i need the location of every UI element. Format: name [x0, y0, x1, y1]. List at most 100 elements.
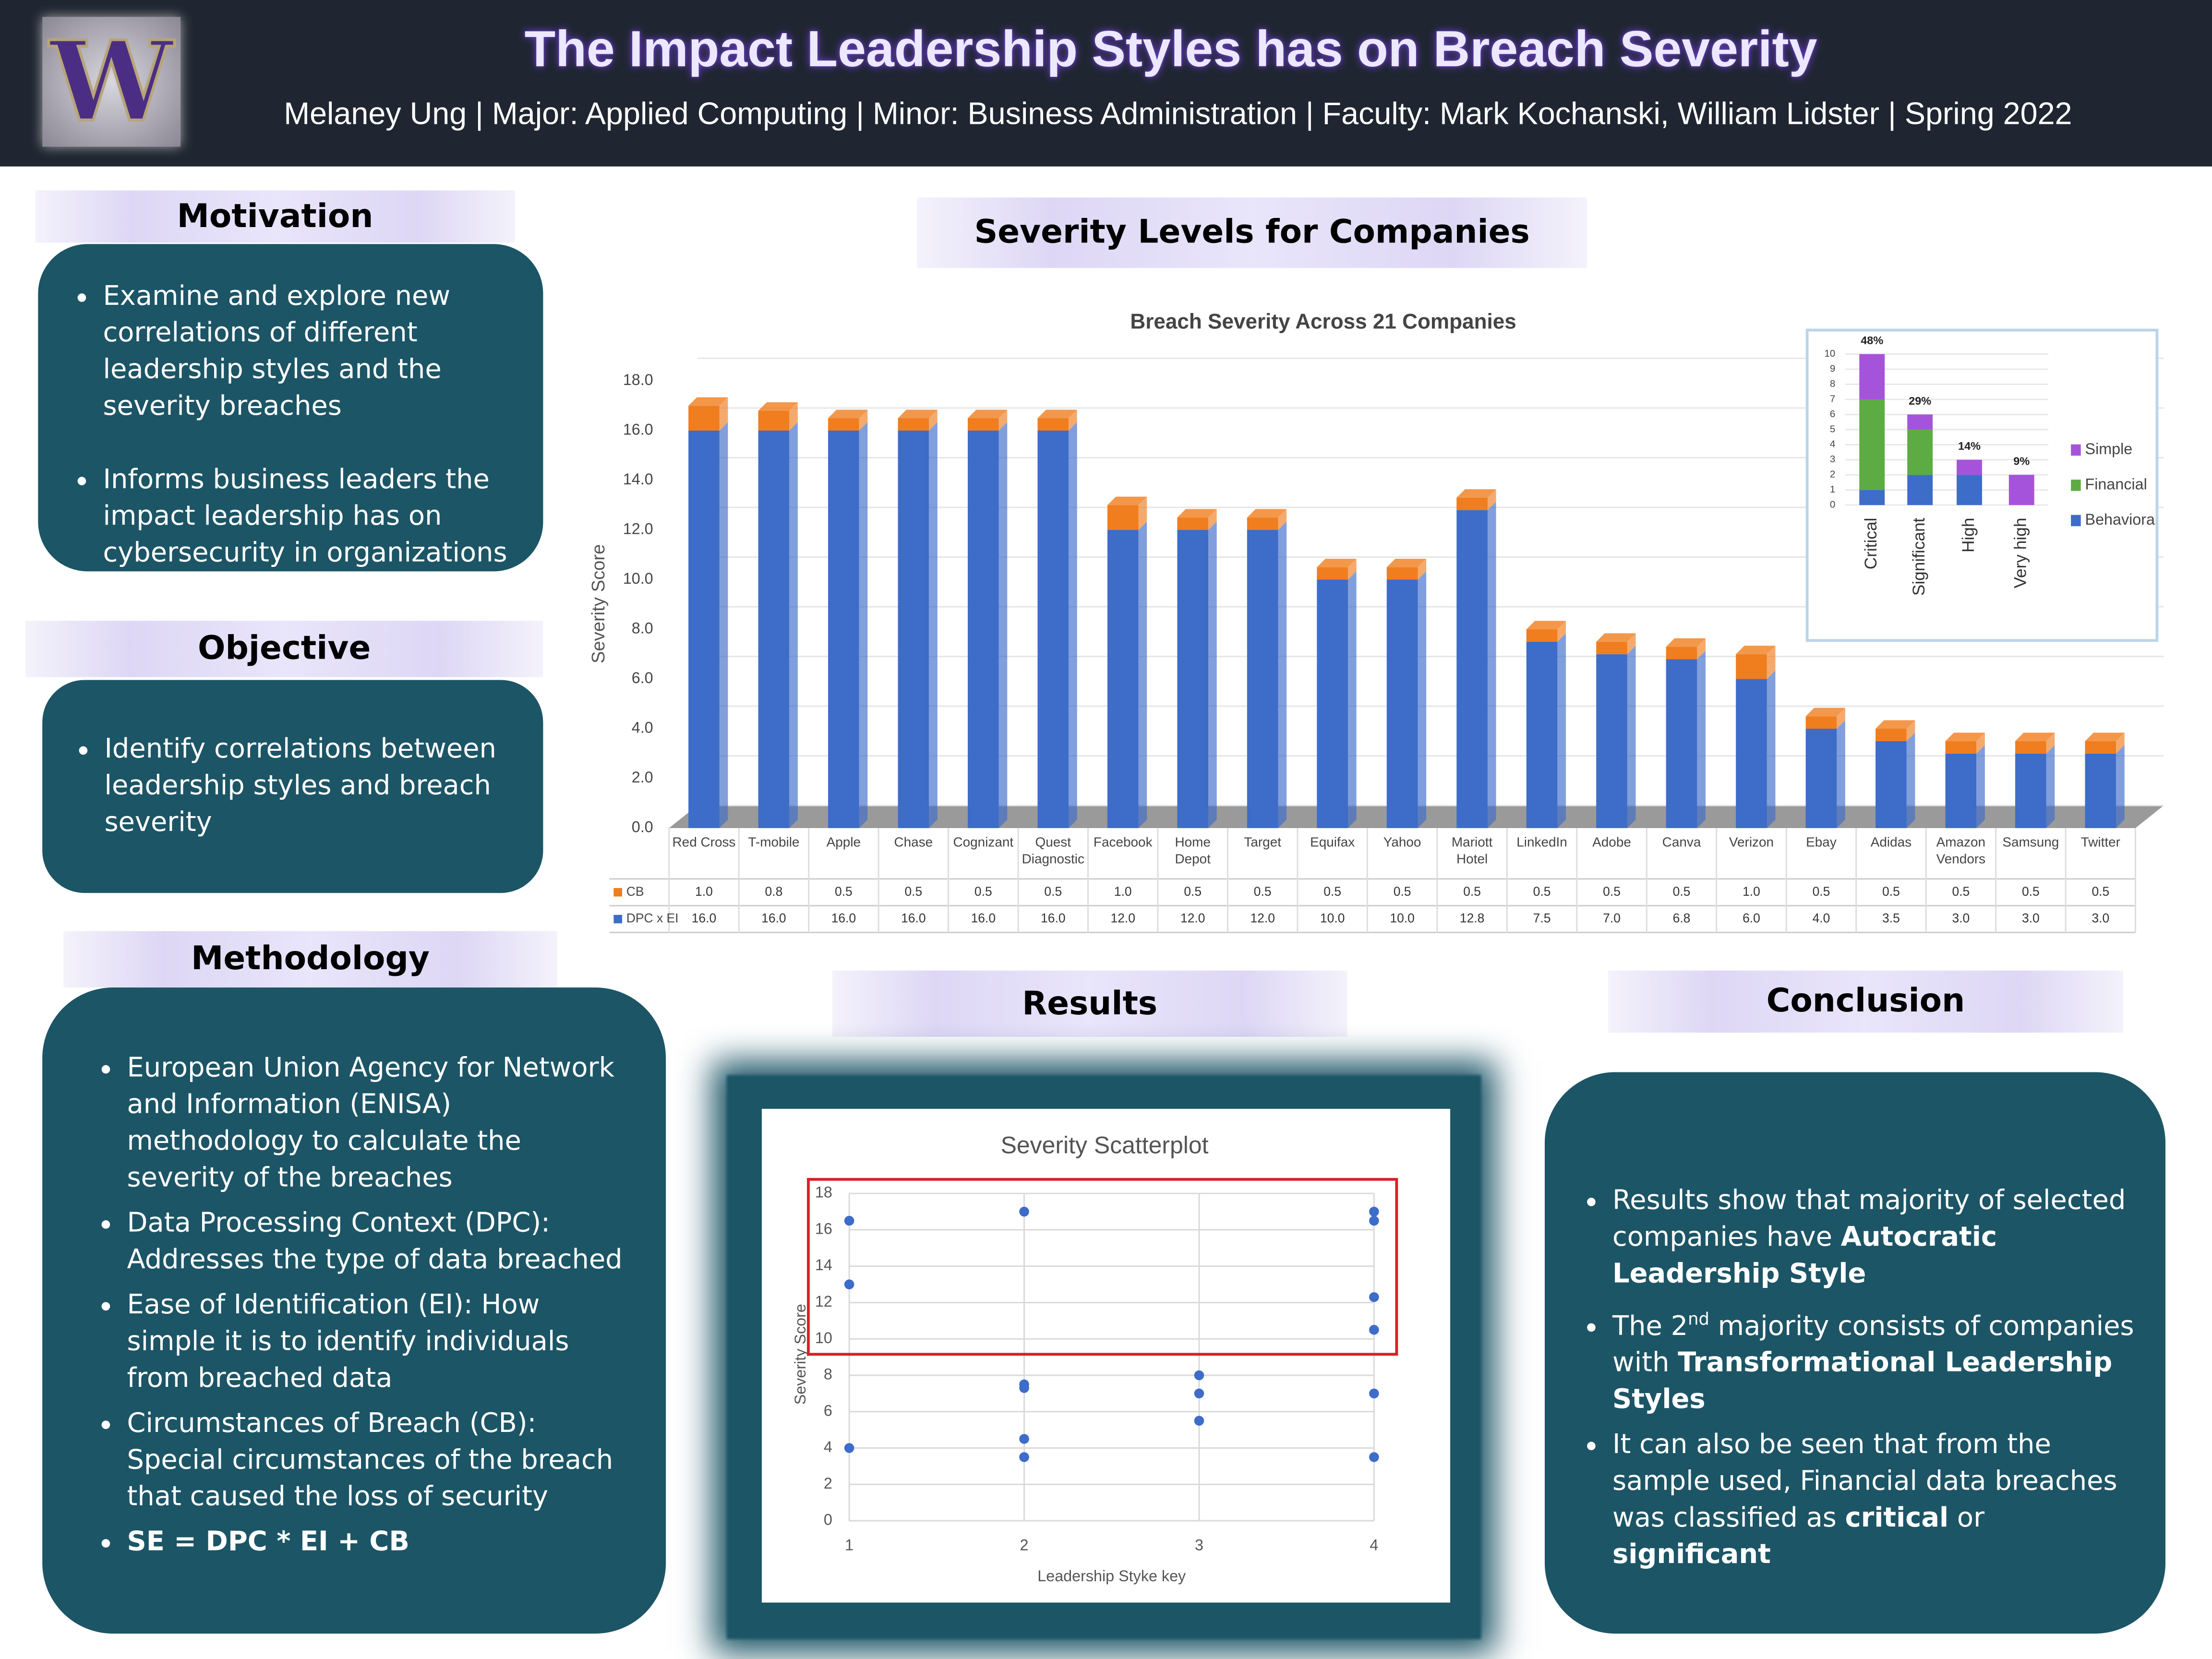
bar-segment — [1875, 729, 1907, 741]
x-tick-label: Ebay — [1806, 835, 1837, 851]
inset-chart: 0 1 2 3 4 5 6 7 8 9 10 48% Critical 29% Significant 14%… — [1805, 328, 2159, 642]
bar-top — [1875, 720, 1915, 729]
bar-side — [1418, 559, 1427, 580]
table-value: 16.0 — [971, 911, 996, 926]
bar-top — [898, 409, 938, 419]
table-value: 0.5 — [904, 884, 922, 899]
table-value: 6.0 — [1743, 911, 1760, 926]
bar-segment — [1526, 629, 1558, 642]
y-tick-label: 9 — [1830, 363, 1835, 374]
bar-side — [2116, 733, 2125, 754]
x-tick-label: Chase — [894, 835, 933, 851]
x-tick-label: Equifax — [1310, 835, 1355, 851]
x-tick-label: Apple — [826, 835, 861, 851]
table-value: 16.0 — [692, 911, 716, 926]
bar-side — [1138, 496, 1147, 530]
point — [1019, 1452, 1029, 1462]
x-tick-label: Facebook — [1093, 835, 1153, 851]
x-tick-label: Critical — [1862, 518, 1880, 570]
bar-side — [998, 422, 1008, 829]
text-run: majority consists of companies with — [1612, 1311, 2134, 1379]
bar-segment — [1957, 459, 1982, 475]
table-value: 16.0 — [1041, 911, 1065, 926]
legend-label: Behavioral — [2085, 511, 2156, 528]
y-tick-label: 12 — [815, 1293, 832, 1310]
chart-svg: Breach Severity Across 21 Companies Sever… — [588, 310, 2164, 934]
table-value: 12.0 — [1111, 911, 1135, 926]
section-heading: Conclusion — [1608, 970, 2123, 1033]
bar-segment — [1805, 729, 1837, 829]
bar-segment — [898, 418, 929, 431]
bar-top — [1805, 708, 1845, 717]
section-heading: Methodology — [63, 931, 557, 988]
bar-segment — [1666, 647, 1697, 660]
bar-top — [1666, 638, 1706, 647]
bullet: Examine and explore new correlations of … — [103, 278, 527, 425]
bar-side — [1557, 633, 1566, 829]
y-tick-label: 14 — [815, 1256, 832, 1274]
y-tick-label: 8 — [1830, 378, 1835, 389]
bar-segment — [1386, 579, 1418, 829]
table-value: 0.5 — [1673, 884, 1691, 899]
bar-side — [1837, 708, 1845, 729]
x-tick-label: Adidas — [1870, 835, 1912, 851]
y-axis-label: Severity Score — [588, 544, 609, 663]
x-tick-label: T-mobile — [748, 835, 800, 851]
x-tick-label: Cognizant — [953, 835, 1014, 851]
point — [844, 1279, 854, 1289]
table-value: 1.0 — [695, 884, 713, 899]
point — [1194, 1388, 1204, 1399]
bar-top — [1596, 633, 1636, 642]
point — [1019, 1206, 1029, 1217]
table-value: 0.5 — [2022, 884, 2040, 899]
point — [1369, 1215, 1379, 1226]
y-tick-label: 6 — [824, 1402, 832, 1419]
point — [1369, 1388, 1379, 1399]
data-label: 14% — [1958, 440, 1981, 452]
bar-segment — [2015, 753, 2046, 829]
bar-side — [1906, 720, 1915, 741]
x-tick-label: Yahoo — [1383, 835, 1421, 851]
bar-segment — [1526, 641, 1558, 829]
bar-side — [719, 422, 728, 829]
text-run: critical — [1845, 1503, 1949, 1534]
data-label: 48% — [1861, 334, 1883, 347]
x-tick-label: 1 — [845, 1536, 854, 1553]
y-tick-label: 6.0 — [632, 669, 653, 686]
bar-side — [789, 402, 798, 431]
y-tick-label: 4 — [1830, 439, 1835, 450]
bar-segment — [968, 418, 999, 431]
bar-side — [1697, 650, 1706, 829]
y-tick-label: 6 — [1830, 409, 1835, 420]
table-value: 3.0 — [1952, 911, 1970, 926]
section-heading: Severity Levels for Companies — [917, 197, 1587, 268]
x-tick-label: Significant — [1910, 517, 1928, 596]
bar-segment — [1736, 679, 1767, 829]
point — [1194, 1370, 1204, 1381]
point — [1019, 1383, 1029, 1393]
bar-segment — [1666, 659, 1697, 829]
table-value: 3.5 — [1882, 911, 1900, 926]
table-value: 0.5 — [1323, 884, 1341, 899]
x-axis-label: Leadership Styke key — [1037, 1567, 1186, 1585]
table-value: 16.0 — [831, 911, 856, 926]
bar-side — [1557, 621, 1566, 642]
bar-segment — [1907, 475, 1933, 505]
poster-subtitle: Melaney Ung | Major: Applied Computing |… — [284, 96, 2072, 132]
bar-segment — [968, 430, 999, 829]
table-value: 0.5 — [1952, 884, 1970, 899]
bullet: Results show that majority of selected c… — [1612, 1182, 2137, 1292]
bar-top — [1107, 496, 1147, 505]
x-tick-label: 2 — [1020, 1536, 1029, 1553]
legend-label: DPC x EI — [626, 911, 679, 926]
bar-side — [1976, 745, 1985, 829]
point — [1369, 1292, 1379, 1302]
bar-side — [1348, 571, 1357, 829]
bar-side — [859, 409, 868, 431]
table-value: 0.5 — [1254, 884, 1272, 899]
bar-top — [968, 409, 1008, 419]
bar-segment — [1596, 654, 1627, 829]
bar-side — [719, 397, 728, 431]
bar-top — [1526, 621, 1566, 630]
